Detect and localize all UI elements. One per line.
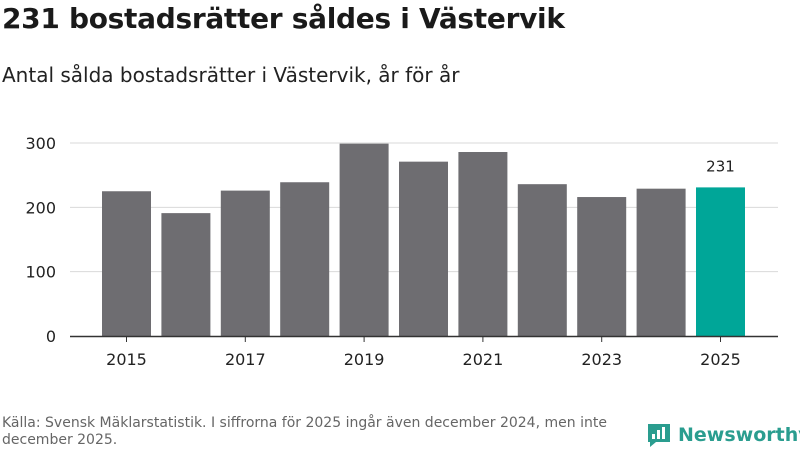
y-tick-label: 100: [25, 263, 56, 282]
x-tick-label: 2021: [463, 350, 504, 369]
bar-2016: [161, 213, 211, 336]
newsworthy-logo-icon: [648, 424, 670, 447]
bar-2015: [102, 191, 151, 336]
bar-2019: [339, 143, 389, 336]
brand-logo: Newsworthy: [646, 420, 800, 450]
bar-2018: [280, 182, 330, 336]
x-tick-label: 2023: [581, 350, 622, 369]
y-tick-label: 200: [25, 198, 56, 217]
x-tick-label: 2017: [225, 350, 266, 369]
chart-subtitle: Antal sålda bostadsrätter i Västervik, å…: [2, 63, 460, 87]
bar-2020: [399, 161, 448, 336]
x-tick-label: 2025: [700, 350, 741, 369]
bar-2024: [636, 188, 686, 336]
brand-name: Newsworthy: [678, 424, 800, 446]
y-tick-label: 0: [46, 327, 56, 346]
chart-title: 231 bostadsrätter såldes i Västervik: [2, 2, 565, 35]
y-tick-label: 300: [25, 134, 56, 153]
bar-2021: [458, 152, 508, 336]
x-tick-label: 2019: [344, 350, 385, 369]
source-note: Källa: Svensk Mäklarstatistik. I siffror…: [2, 415, 607, 448]
bar-2023: [577, 197, 627, 336]
bar-chart: 0 100 200 300 2015 2017 2019 2021 2023 2025 231: [25, 134, 778, 369]
bar-2022: [517, 184, 567, 336]
data-label: 231: [706, 157, 735, 175]
bar-2017: [220, 190, 270, 336]
x-tick-label: 2015: [106, 350, 147, 369]
bar-2025: [696, 187, 745, 336]
